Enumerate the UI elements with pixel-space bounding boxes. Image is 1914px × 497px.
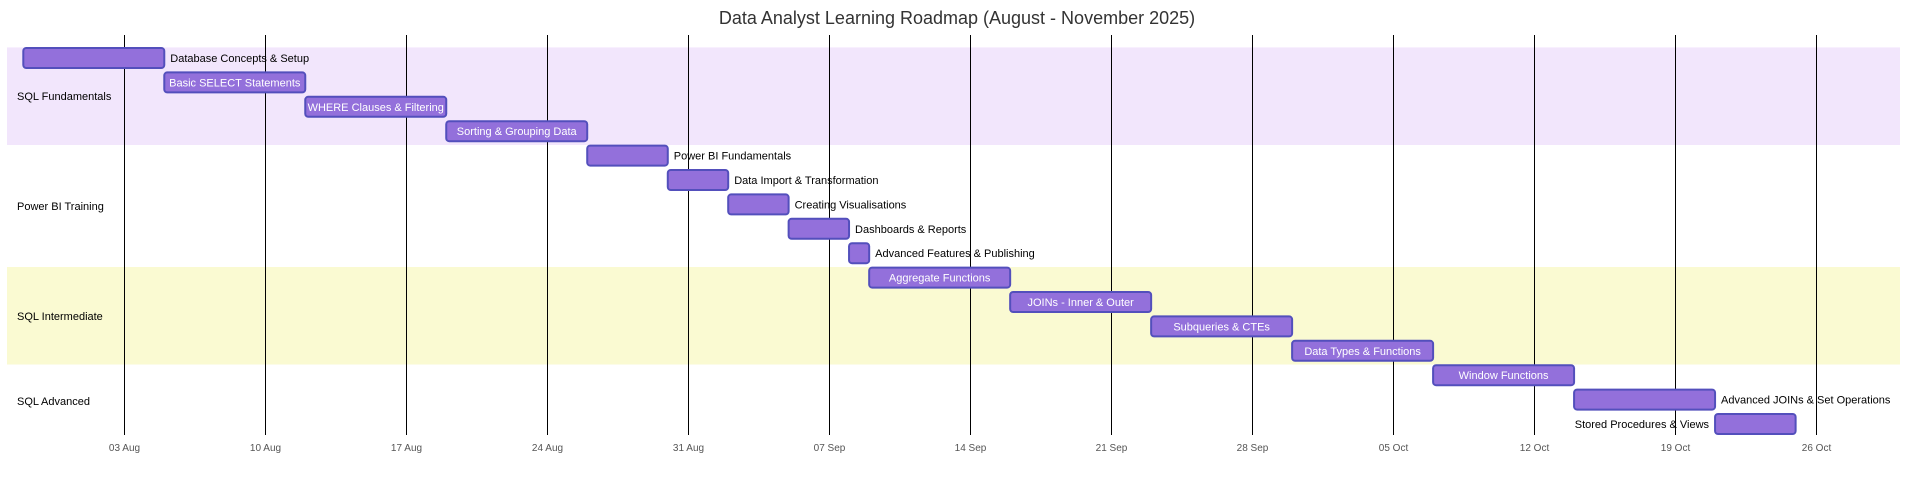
x-axis-tick-labels: 03 Aug 10 Aug 17 Aug 24 Aug 31 Aug 07 Sep 14 S… <box>109 443 1832 454</box>
x-tick-label: 17 Aug <box>391 443 422 454</box>
x-tick-label: 10 Aug <box>250 443 281 454</box>
x-tick-label: 05 Oct <box>1379 443 1409 454</box>
x-tick-label: 03 Aug <box>109 443 140 454</box>
section-band <box>7 145 1900 267</box>
task-bar <box>445 120 589 143</box>
x-tick-label: 26 Oct <box>1802 443 1832 454</box>
task-label: Advanced JOINs & Set Operations <box>1721 395 1891 407</box>
task-bars <box>22 47 1797 435</box>
task-bar <box>1714 413 1797 435</box>
section-label: SQL Intermediate <box>17 311 103 323</box>
task-bar <box>1150 315 1294 338</box>
task-label: Dashboards & Reports <box>855 224 967 236</box>
task-bar <box>727 193 790 216</box>
x-tick-label: 31 Aug <box>673 443 704 454</box>
task-bar <box>1573 388 1717 411</box>
task-bar <box>586 144 669 167</box>
task-label: Advanced Features & Publishing <box>875 248 1035 260</box>
task-labels: Database Concepts & Setup Basic SELECT St… <box>169 53 1891 431</box>
task-label: Sorting & Grouping Data <box>457 126 578 138</box>
task-bar <box>787 217 851 240</box>
section-labels: SQL Fundamentals Power BI Training SQL Int… <box>17 91 112 408</box>
section-label: SQL Advanced <box>17 396 90 408</box>
task-label: Subqueries & CTEs <box>1173 321 1270 333</box>
chart-title: Data Analyst Learning Roadmap (August - … <box>719 8 1195 28</box>
task-bar <box>1291 339 1435 362</box>
section-bands <box>7 47 1900 438</box>
task-bar <box>22 47 166 69</box>
x-tick-label: 12 Oct <box>1520 443 1550 454</box>
task-label: Aggregate Functions <box>889 273 991 285</box>
section-label: Power BI Training <box>17 201 104 213</box>
task-bar <box>868 266 1012 289</box>
task-label: Data Import & Transformation <box>734 175 878 187</box>
task-label: WHERE Clauses & Filtering <box>308 102 444 114</box>
section-label: SQL Fundamentals <box>17 91 112 103</box>
x-tick-label: 07 Sep <box>814 443 846 454</box>
x-tick-label: 14 Sep <box>955 443 987 454</box>
task-label: Stored Procedures & Views <box>1575 419 1710 431</box>
x-tick-label: 28 Sep <box>1237 443 1269 454</box>
task-bar <box>1432 364 1576 387</box>
task-label: Data Types & Functions <box>1304 346 1421 358</box>
task-label: Basic SELECT Statements <box>169 77 301 89</box>
task-label: Creating Visualisations <box>795 199 907 211</box>
task-label: Database Concepts & Setup <box>170 53 309 65</box>
task-bar <box>304 95 448 118</box>
task-bar <box>848 242 871 265</box>
task-bar <box>1009 291 1153 313</box>
x-tick-label: 19 Oct <box>1661 443 1691 454</box>
task-bar <box>163 71 307 94</box>
x-tick-label: 24 Aug <box>532 443 563 454</box>
task-label: JOINs - Inner & Outer <box>1027 297 1134 309</box>
task-label: Power BI Fundamentals <box>674 151 792 163</box>
x-tick-label: 21 Sep <box>1096 443 1128 454</box>
task-label: Window Functions <box>1459 370 1549 382</box>
task-bar <box>666 169 730 191</box>
